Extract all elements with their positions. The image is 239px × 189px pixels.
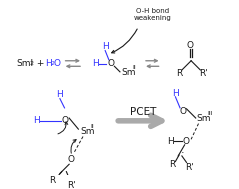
Text: R': R' [68, 181, 76, 189]
Text: R: R [176, 69, 182, 78]
Text: 2: 2 [29, 61, 33, 66]
Text: III: III [208, 111, 213, 116]
Text: R: R [169, 160, 176, 169]
Text: Sm: Sm [197, 115, 211, 123]
Text: II: II [90, 124, 94, 129]
Text: O: O [187, 41, 194, 50]
Text: O: O [54, 59, 60, 68]
Text: O: O [179, 107, 186, 116]
Text: O: O [107, 59, 114, 68]
Text: Sm: Sm [80, 127, 95, 136]
Text: H: H [57, 91, 63, 99]
Text: H: H [102, 42, 109, 51]
Text: O: O [182, 137, 189, 146]
Text: H: H [92, 59, 98, 68]
Text: O: O [67, 155, 75, 164]
Text: II: II [132, 65, 136, 70]
Text: Sm: Sm [122, 68, 136, 77]
Text: O: O [62, 116, 69, 125]
Text: R': R' [185, 163, 194, 172]
Text: H: H [172, 89, 179, 98]
Text: H: H [33, 116, 40, 125]
Text: H: H [45, 59, 52, 68]
Text: SmI: SmI [16, 59, 34, 68]
Text: R': R' [199, 69, 207, 78]
Text: R: R [49, 176, 55, 185]
Text: H: H [167, 137, 174, 146]
Text: 2: 2 [51, 61, 55, 66]
Text: +: + [34, 59, 47, 68]
Text: ·: · [181, 148, 185, 158]
Text: O-H bond
weakening: O-H bond weakening [133, 8, 171, 21]
Text: PCET: PCET [130, 107, 156, 117]
